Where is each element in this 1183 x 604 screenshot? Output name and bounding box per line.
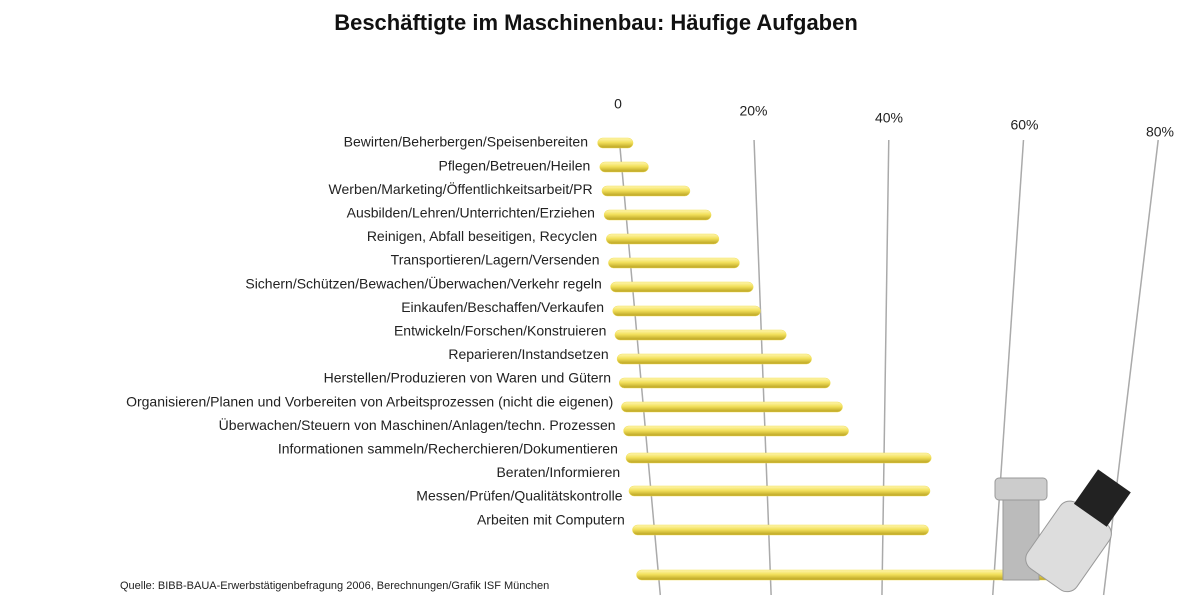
y-tick-label: Herstellen/Produzieren von Waren und Güt… <box>324 370 611 386</box>
x-tick-label: 0 <box>614 96 622 112</box>
y-tick-label: Sichern/Schützen/Bewachen/Überwachen/Ver… <box>245 274 601 291</box>
bar <box>610 281 754 293</box>
bar <box>616 353 812 365</box>
y-tick-label: Pflegen/Betreuen/Heilen <box>439 157 591 173</box>
bar <box>636 569 1062 581</box>
y-tick-label: Einkaufen/Beschaffen/Verkaufen <box>401 299 604 315</box>
grid-line <box>753 139 772 596</box>
y-tick-label: Arbeiten mit Computern <box>477 511 625 527</box>
source-note: Quelle: BIBB-BAUA-Erwerbstätigenbefragun… <box>120 580 549 592</box>
bar <box>599 161 649 173</box>
bar <box>612 305 761 317</box>
decoration <box>994 469 1131 593</box>
y-tick-label: Organisieren/Planen und Vorbereiten von … <box>126 393 613 409</box>
bar <box>623 425 849 437</box>
y-tick-label: Ausbilden/Lehren/Unterrichten/Erziehen <box>347 205 595 221</box>
bar <box>601 185 691 197</box>
bar <box>621 401 843 413</box>
grid-line <box>881 139 890 596</box>
x-tick-label: 60% <box>1010 117 1038 133</box>
chart-title: Beschäftigte im Maschinenbau: Häufige Au… <box>334 10 858 35</box>
grid-line <box>992 139 1025 596</box>
y-tick-label: Informationen sammeln/Recherchieren/Doku… <box>278 441 618 457</box>
x-tick-label: 80% <box>1146 124 1174 140</box>
y-tick-label: Werben/Marketing/Öffentlichkeitsarbeit/P… <box>329 180 593 197</box>
y-tick-label: Reparieren/Instandsetzen <box>448 346 608 362</box>
bar <box>614 329 787 341</box>
y-tick-label: Beraten/Informieren <box>496 464 620 480</box>
y-tick-label: Überwachen/Steuern von Maschinen/Anlagen… <box>219 416 616 433</box>
x-tick-label: 20% <box>739 103 767 119</box>
y-tick-label: Transportieren/Lagern/Versenden <box>391 252 600 268</box>
bar <box>608 257 740 269</box>
bar <box>625 452 932 464</box>
grid-line <box>1102 139 1159 596</box>
bar <box>603 209 712 221</box>
bar <box>628 485 931 497</box>
bar <box>618 377 831 389</box>
bar <box>597 137 634 149</box>
bar <box>606 233 720 245</box>
x-tick-label: 40% <box>875 110 903 126</box>
bar <box>632 524 929 536</box>
y-tick-label: Entwickeln/Forschen/Konstruieren <box>394 323 606 339</box>
y-tick-label: Messen/Prüfen/Qualitätskontrolle <box>416 488 622 504</box>
y-tick-label: Bewirten/Beherbergen/Speisenbereiten <box>344 134 588 150</box>
y-tick-label: Reinigen, Abfall beseitigen, Recyclen <box>367 228 597 244</box>
